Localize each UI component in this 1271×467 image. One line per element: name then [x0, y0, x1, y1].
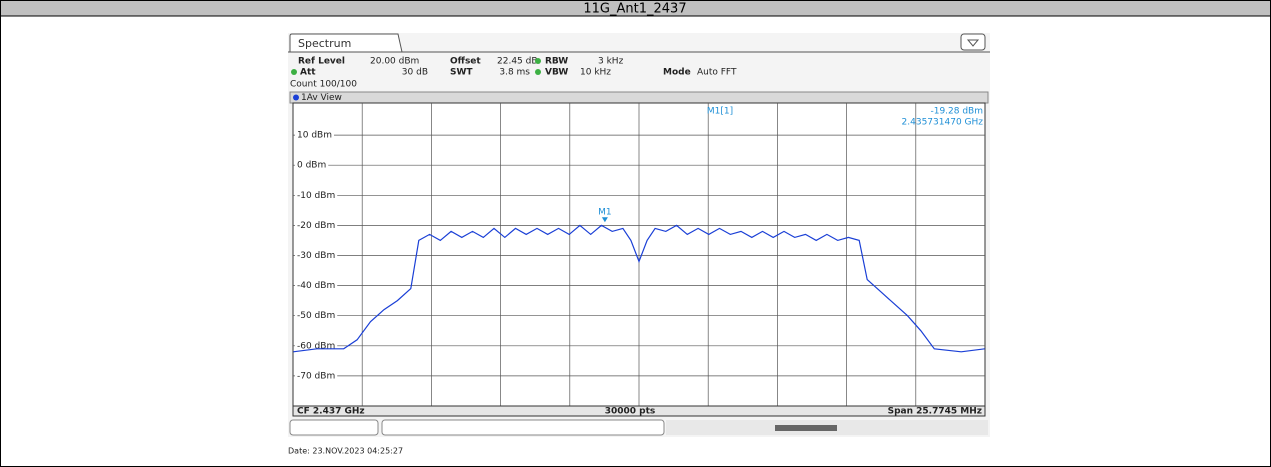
status-dot — [535, 58, 541, 64]
y-tick-label: -60 dBm — [297, 341, 335, 351]
y-label-bg — [295, 160, 329, 171]
progress-indicator — [775, 425, 837, 431]
setting-label: SWT — [450, 68, 473, 78]
setting-value: 3 kHz — [598, 57, 624, 67]
header-row — [1, 1, 1270, 16]
tab-label: Spectrum — [298, 37, 351, 50]
marker-readout-freq: 2.435731470 GHz — [902, 118, 984, 128]
footer-bar — [292, 405, 986, 417]
status-dot — [291, 69, 297, 75]
y-label-bg — [295, 250, 338, 261]
setting-label: Offset — [450, 57, 481, 67]
y-label-bg — [295, 340, 338, 351]
status-dot — [535, 69, 541, 75]
menu-icon[interactable] — [960, 33, 986, 51]
y-label-bg — [295, 370, 338, 381]
marker — [601, 217, 608, 223]
y-tick-label: -30 dBm — [297, 251, 335, 261]
y-label-bg — [295, 130, 334, 141]
setting-value: 30 dB — [402, 68, 428, 78]
y-tick-label: -40 dBm — [297, 281, 335, 291]
y-label-bg — [295, 190, 338, 201]
setting-label: Ref Level — [298, 57, 345, 67]
marker-readout-name: M1[1] — [707, 107, 733, 117]
grid — [293, 103, 985, 406]
y-tick-label: -50 dBm — [297, 311, 335, 321]
y-tick-label: -10 dBm — [297, 191, 335, 201]
setting-value: 10 kHz — [580, 68, 611, 78]
y-tick-label: -70 dBm — [297, 371, 335, 381]
trace-group: M1 — [293, 208, 985, 353]
y-label-bg — [295, 280, 338, 291]
menu-icon-glyph — [966, 39, 980, 47]
setting-value: 20.00 dBm — [370, 57, 419, 67]
count: Count 100/100 — [290, 80, 357, 90]
setting-value: 22.45 dB — [497, 57, 538, 67]
marker-label: M1 — [598, 208, 612, 218]
tab — [289, 33, 403, 53]
y-tick-label: -20 dBm — [297, 221, 335, 231]
view-label: 1Av View — [301, 93, 342, 103]
center-frequency: CF 2.437 GHz — [297, 407, 365, 417]
setting-label: Mode — [663, 68, 691, 78]
status-field — [381, 419, 665, 436]
setting-label: VBW — [545, 68, 568, 78]
trace — [293, 224, 985, 353]
setting-label: Att — [300, 68, 316, 78]
marker-readout-level: -19.28 dBm — [930, 107, 983, 117]
trace-dot — [293, 94, 299, 101]
setting-value: Auto FFT — [697, 68, 737, 78]
y-tick-label: 0 dBm — [297, 161, 326, 171]
setting-label: RBW — [545, 57, 568, 67]
y-label-bg — [295, 310, 338, 321]
date: Date: 23.NOV.2023 04:25:27 — [288, 447, 403, 456]
y-tick-label: 10 dBm — [297, 131, 332, 141]
view-bar — [289, 91, 989, 104]
header-title: 11G_Ant1_2437 — [583, 2, 686, 17]
sweep-points: 30000 pts — [605, 407, 656, 417]
status-field — [289, 419, 379, 436]
y-label-bg — [295, 220, 338, 231]
span: Span 25.7745 MHz — [888, 407, 982, 417]
y-labels: 10 dBm 0 dBm -10 dBm -20 dBm -30 dBm -40 dBm -… — [295, 130, 338, 381]
setting-value: 3.8 ms — [499, 68, 530, 78]
